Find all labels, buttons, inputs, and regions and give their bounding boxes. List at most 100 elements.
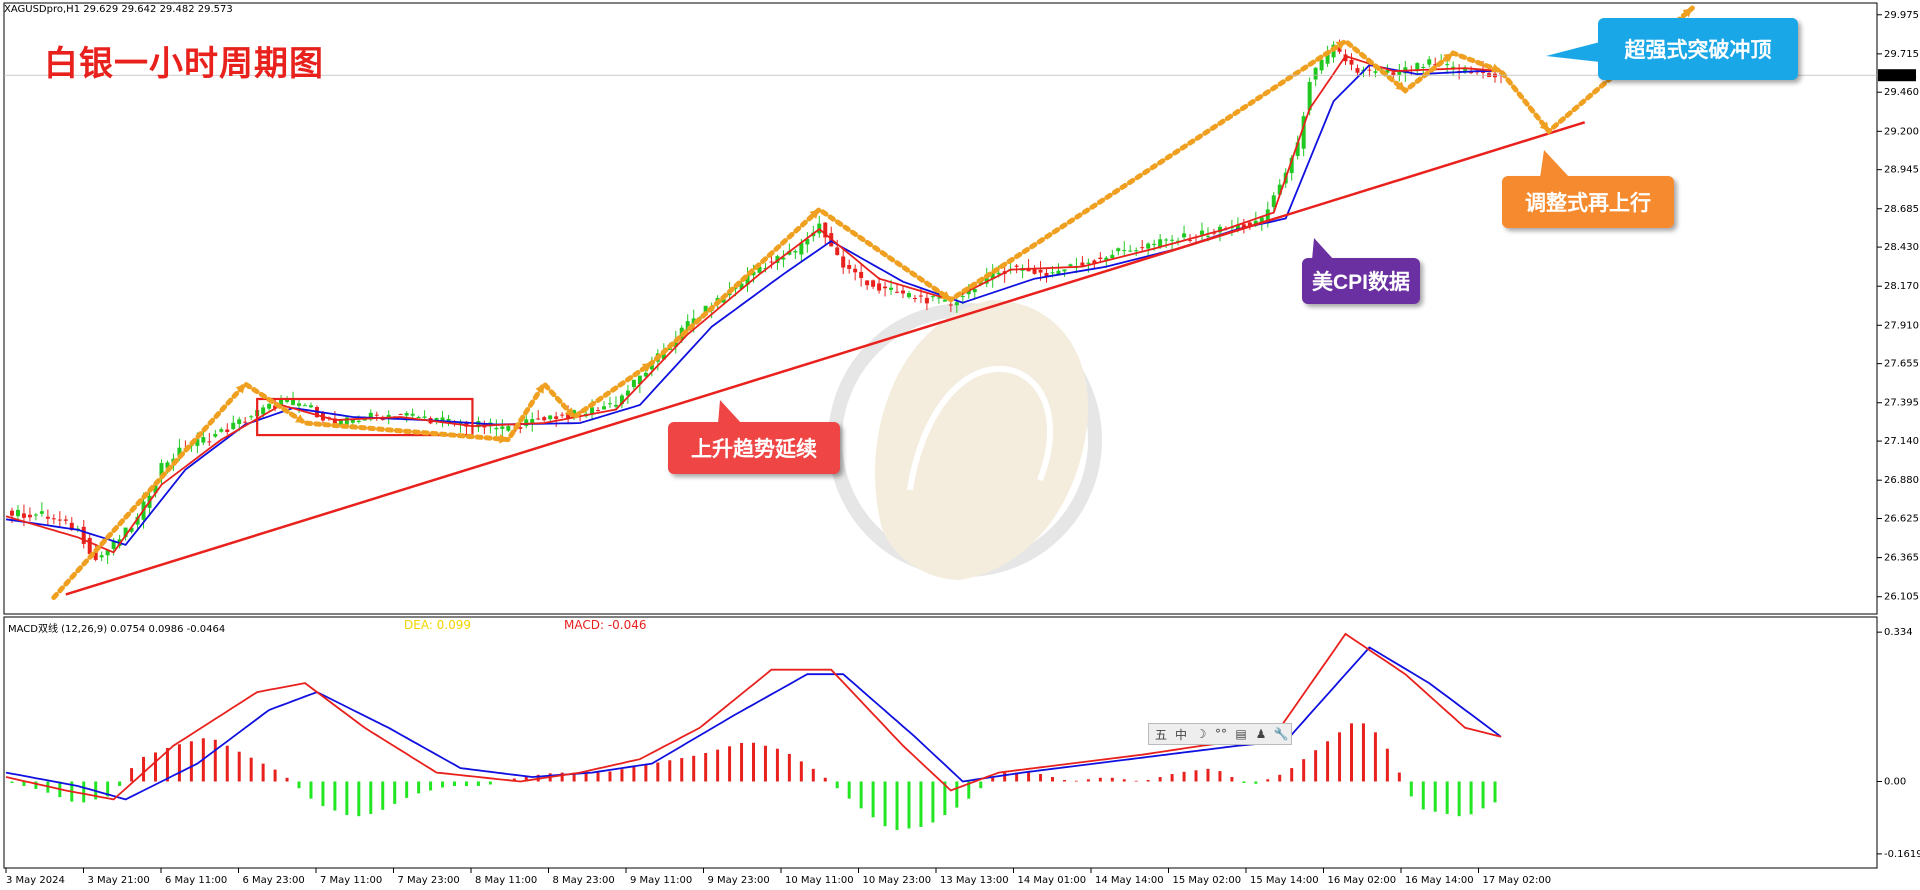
candle-body — [847, 265, 852, 269]
candle-body — [356, 420, 361, 422]
callout-cpi-label: 美CPI数据 — [1311, 271, 1410, 294]
callout-tail — [718, 400, 742, 424]
callout-tail — [1312, 238, 1334, 260]
toolbar-item[interactable]: °° — [1215, 727, 1227, 741]
candle-body — [895, 291, 900, 293]
x-tick-label: 17 May 02:00 — [1483, 875, 1552, 886]
candle-body — [1301, 116, 1306, 149]
candle-body — [1200, 230, 1204, 235]
candle-body — [1170, 239, 1175, 241]
moon-icon[interactable]: ☽ — [1195, 727, 1207, 741]
candle-body — [1182, 233, 1187, 238]
arrow-head — [295, 414, 305, 424]
candle-body — [1445, 64, 1450, 66]
indicator-toolbar[interactable]: 五 中 ☽ °° ▤ ♟ 🔧 — [1148, 723, 1292, 745]
candle-body — [1433, 64, 1438, 66]
candle-body — [1092, 260, 1097, 264]
candle-body — [835, 247, 840, 255]
candle-body — [207, 441, 212, 443]
candle-body — [566, 413, 571, 419]
candle-body — [350, 419, 355, 423]
candle-body — [464, 421, 469, 427]
candle-body — [195, 439, 200, 446]
keyboard-icon[interactable]: ▤ — [1235, 727, 1247, 741]
y-tick-label: 27.655 — [1884, 359, 1919, 370]
candle-body — [930, 296, 935, 298]
candle-body — [45, 516, 50, 519]
person-icon[interactable]: ♟ — [1255, 727, 1267, 741]
callout-tail — [1540, 150, 1570, 178]
macd-y-tick-label: 0.334 — [1884, 627, 1913, 638]
candle-body — [883, 286, 888, 289]
candle-body — [637, 375, 642, 385]
candle-body — [1385, 70, 1390, 73]
candle-body — [542, 417, 547, 421]
candle-body — [960, 296, 965, 298]
candle-body — [757, 266, 762, 273]
candle-body — [889, 287, 894, 290]
candle-body — [1289, 157, 1294, 174]
x-tick-label: 6 May 11:00 — [165, 875, 227, 886]
candle-body — [1116, 248, 1121, 252]
candle-body — [165, 462, 170, 469]
candle-body — [69, 522, 74, 530]
candle-body — [954, 302, 959, 306]
candle-body — [871, 280, 876, 287]
candle-body — [93, 550, 98, 560]
candle-body — [1367, 69, 1372, 71]
y-tick-label: 27.140 — [1884, 436, 1919, 447]
y-tick-label: 26.880 — [1884, 475, 1919, 486]
toolbar-item[interactable]: 中 — [1174, 727, 1187, 742]
candle-body — [948, 304, 953, 306]
candle-body — [1469, 72, 1474, 74]
candle-body — [536, 418, 541, 420]
candle-body — [1080, 262, 1085, 266]
x-tick-label: 16 May 02:00 — [1328, 875, 1397, 886]
arrow-head — [1335, 41, 1346, 50]
candle-body — [332, 418, 337, 425]
toolbar-item[interactable]: 五 — [1154, 727, 1167, 742]
candle-body — [1217, 226, 1222, 233]
candle-body — [524, 419, 529, 426]
candle-body — [1373, 71, 1378, 73]
candle-body — [703, 305, 708, 313]
callout-adjust-up-label: 调整式再上行 — [1525, 192, 1651, 215]
candle-body — [1128, 250, 1133, 252]
callout-trend-continue: 上升趋势延续 — [668, 400, 840, 474]
candle-body — [1463, 68, 1468, 71]
candle-body — [81, 526, 86, 544]
wrench-icon[interactable]: 🔧 — [1273, 727, 1289, 741]
y-tick-label: 28.430 — [1884, 242, 1919, 253]
candle-body — [153, 483, 158, 494]
candle-body — [1188, 239, 1193, 241]
candle-body — [1038, 269, 1043, 273]
candle-body — [380, 418, 385, 420]
candle-body — [1451, 66, 1456, 68]
current-price-label: 29.573 — [1882, 71, 1917, 82]
candle-body — [105, 550, 110, 556]
candle-body — [177, 447, 182, 457]
y-tick-label: 27.395 — [1884, 398, 1919, 409]
candle-body — [1355, 68, 1360, 73]
candle-body — [554, 416, 559, 419]
candle-body — [1140, 247, 1145, 249]
macd-pane — [3, 616, 1878, 869]
arrow-head — [1539, 121, 1549, 132]
x-tick-label: 14 May 14:00 — [1095, 875, 1164, 886]
candle-body — [673, 339, 678, 347]
candle-body — [159, 463, 164, 479]
candle-body — [338, 419, 343, 425]
x-tick-label: 6 May 23:00 — [243, 875, 305, 886]
candle-body — [1421, 66, 1426, 68]
candle-body — [111, 541, 116, 549]
arrow-path — [51, 5, 1695, 600]
y-tick-label: 27.910 — [1884, 320, 1919, 331]
arrow-head — [1443, 53, 1454, 63]
candle-body — [763, 267, 768, 269]
candle-body — [1014, 265, 1019, 267]
candle-body — [1122, 250, 1127, 252]
y-tick-label: 29.975 — [1884, 10, 1919, 21]
candle-body — [500, 426, 505, 429]
candle-body — [308, 405, 313, 408]
